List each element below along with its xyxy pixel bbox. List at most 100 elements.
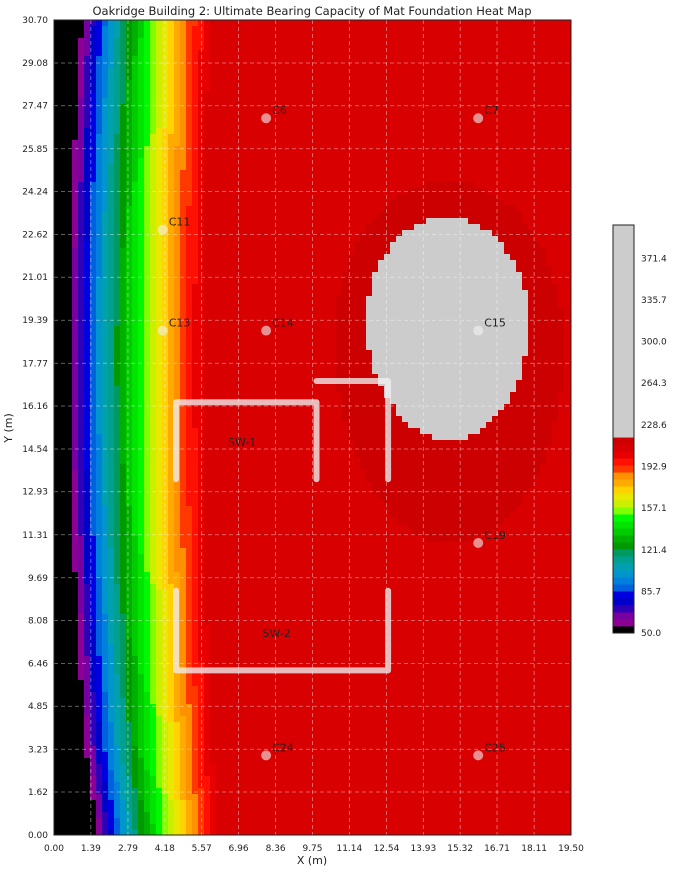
heatmap-cell <box>90 278 97 285</box>
heatmap-cell <box>276 86 283 93</box>
heatmap-cell <box>84 158 91 165</box>
heatmap-cell <box>534 212 541 219</box>
heatmap-cell <box>90 80 97 87</box>
heatmap-cell <box>462 338 469 345</box>
heatmap-cell <box>192 248 199 255</box>
heatmap-cell <box>522 236 529 243</box>
heatmap-cell <box>96 134 103 141</box>
heatmap-cell <box>366 104 373 111</box>
heatmap-cell <box>402 350 409 357</box>
heatmap-cell <box>306 86 313 93</box>
heatmap-cell <box>282 248 289 255</box>
heatmap-cell <box>336 32 343 39</box>
heatmap-cell <box>372 188 379 195</box>
heatmap-cell <box>336 56 343 63</box>
heatmap-cell <box>534 140 541 147</box>
heatmap-cell <box>396 152 403 159</box>
heatmap-cell <box>108 212 115 219</box>
heatmap-cell <box>246 314 253 321</box>
heatmap-cell <box>132 92 139 99</box>
heatmap-cell <box>528 278 535 285</box>
heatmap-cell <box>402 338 409 345</box>
heatmap-cell <box>126 116 133 123</box>
heatmap-cell <box>450 302 457 309</box>
heatmap-cell <box>318 224 325 231</box>
heatmap-cell <box>126 20 133 27</box>
heatmap-cell <box>252 254 259 261</box>
heatmap-cell <box>258 68 265 75</box>
heatmap-cell <box>312 110 319 117</box>
heatmap-cell <box>522 290 529 297</box>
heatmap-cell <box>168 326 175 333</box>
heatmap-cell <box>414 62 421 69</box>
heatmap-cell <box>258 80 265 87</box>
heatmap-cell <box>96 212 103 219</box>
heatmap-cell <box>180 92 187 99</box>
heatmap-cell <box>324 206 331 213</box>
heatmap-cell <box>312 284 319 291</box>
heatmap-cell <box>402 284 409 291</box>
heatmap-cell <box>204 134 211 141</box>
heatmap-cell <box>282 284 289 291</box>
heatmap-cell <box>84 26 91 33</box>
heatmap-cell <box>258 44 265 51</box>
heatmap-cell <box>318 320 325 327</box>
heatmap-cell <box>342 104 349 111</box>
heatmap-cell <box>486 224 493 231</box>
heatmap-cell <box>318 176 325 183</box>
heatmap-cell <box>390 224 397 231</box>
heatmap-cell <box>366 134 373 141</box>
heatmap-cell <box>426 242 433 249</box>
heatmap-cell <box>336 284 343 291</box>
heatmap-cell <box>132 104 139 111</box>
heatmap-cell <box>306 266 313 273</box>
heatmap-cell <box>258 224 265 231</box>
heatmap-cell <box>162 308 169 315</box>
heatmap-cell <box>510 224 517 231</box>
heatmap-cell <box>174 44 181 51</box>
heatmap-cell <box>204 230 211 237</box>
heatmap-cell <box>204 248 211 255</box>
heatmap-cell <box>288 152 295 159</box>
heatmap-cell <box>366 242 373 249</box>
heatmap-cell <box>114 326 121 333</box>
heatmap-cell <box>450 260 457 267</box>
heatmap-cell <box>264 104 271 111</box>
heatmap-cell <box>336 38 343 45</box>
heatmap-cell <box>126 38 133 45</box>
heatmap-cell <box>246 134 253 141</box>
heatmap-cell <box>108 224 115 231</box>
heatmap-cell <box>186 86 193 93</box>
heatmap-cell <box>222 260 229 267</box>
heatmap-cell <box>498 158 505 165</box>
heatmap-cell <box>216 86 223 93</box>
heatmap-cell <box>102 206 109 213</box>
heatmap-cell <box>192 86 199 93</box>
heatmap-cell <box>498 146 505 153</box>
heatmap-cell <box>168 152 175 159</box>
heatmap-cell <box>432 122 439 129</box>
heatmap-cell <box>438 68 445 75</box>
heatmap-cell <box>522 332 529 339</box>
heatmap-cell <box>108 254 115 261</box>
heatmap-cell <box>162 320 169 327</box>
heatmap-cell <box>78 212 85 219</box>
heatmap-cell <box>234 296 241 303</box>
heatmap-cell <box>108 326 115 333</box>
heatmap-cell <box>420 170 427 177</box>
heatmap-cell <box>228 116 235 123</box>
heatmap-cell <box>270 308 277 315</box>
heatmap-cell <box>378 26 385 33</box>
heatmap-cell <box>396 116 403 123</box>
heatmap-cell <box>426 254 433 261</box>
heatmap-cell <box>414 182 421 189</box>
heatmap-cell <box>204 308 211 315</box>
heatmap-cell <box>180 284 187 291</box>
heatmap-cell <box>438 164 445 171</box>
heatmap-cell <box>390 38 397 45</box>
heatmap-cell <box>444 26 451 33</box>
heatmap-cell <box>294 224 301 231</box>
heatmap-cell <box>96 284 103 291</box>
heatmap-cell <box>522 266 529 273</box>
heatmap-cell <box>204 194 211 201</box>
